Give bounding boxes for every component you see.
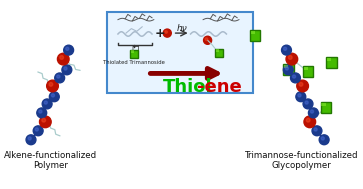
Circle shape (26, 135, 36, 145)
Circle shape (303, 99, 313, 109)
Circle shape (298, 94, 301, 97)
Circle shape (165, 31, 167, 33)
Text: Alkene-functionalized
Polymer: Alkene-functionalized Polymer (4, 150, 97, 170)
FancyBboxPatch shape (215, 49, 223, 57)
FancyBboxPatch shape (131, 50, 134, 53)
Circle shape (297, 80, 309, 92)
Circle shape (309, 108, 318, 118)
Circle shape (39, 110, 42, 113)
Circle shape (51, 94, 54, 97)
Circle shape (288, 56, 292, 59)
Circle shape (66, 47, 69, 50)
FancyBboxPatch shape (284, 65, 288, 68)
Circle shape (286, 53, 298, 65)
Circle shape (163, 29, 171, 37)
FancyBboxPatch shape (250, 30, 261, 41)
Circle shape (28, 137, 31, 140)
Circle shape (293, 75, 295, 78)
FancyBboxPatch shape (303, 67, 307, 70)
Text: hν: hν (176, 24, 187, 33)
Circle shape (57, 53, 69, 65)
Circle shape (55, 73, 65, 83)
Circle shape (312, 126, 322, 136)
Text: Thiol: Thiol (163, 78, 212, 96)
Circle shape (40, 116, 51, 128)
Circle shape (304, 116, 315, 128)
Circle shape (282, 45, 291, 55)
FancyBboxPatch shape (130, 50, 138, 58)
FancyBboxPatch shape (107, 12, 253, 93)
Circle shape (306, 118, 310, 122)
Circle shape (49, 92, 59, 102)
Text: +: + (155, 27, 166, 40)
Circle shape (305, 101, 308, 104)
FancyArrowPatch shape (150, 68, 217, 78)
Circle shape (319, 135, 329, 145)
Circle shape (42, 118, 46, 122)
Circle shape (321, 137, 324, 140)
Circle shape (64, 45, 74, 55)
Circle shape (37, 108, 47, 118)
FancyBboxPatch shape (322, 103, 326, 106)
Circle shape (42, 99, 52, 109)
Circle shape (49, 82, 53, 86)
Circle shape (57, 75, 60, 78)
Circle shape (33, 126, 43, 136)
FancyBboxPatch shape (326, 57, 337, 68)
FancyBboxPatch shape (283, 64, 294, 75)
Circle shape (64, 67, 67, 70)
Circle shape (299, 82, 303, 86)
Circle shape (314, 128, 317, 131)
Circle shape (284, 47, 287, 50)
FancyBboxPatch shape (250, 31, 255, 34)
Circle shape (62, 65, 72, 75)
FancyBboxPatch shape (321, 102, 331, 113)
Circle shape (205, 38, 208, 40)
Circle shape (47, 80, 58, 92)
FancyBboxPatch shape (216, 49, 219, 52)
Circle shape (285, 67, 289, 70)
Circle shape (60, 56, 64, 59)
Circle shape (35, 128, 38, 131)
Text: Trimannose-functionalized
Glycopolymer: Trimannose-functionalized Glycopolymer (245, 150, 359, 170)
FancyBboxPatch shape (327, 58, 331, 61)
Circle shape (296, 92, 306, 102)
Text: ⎷: ⎷ (131, 45, 139, 58)
Circle shape (310, 110, 314, 113)
Text: Thiolated Trimannoside: Thiolated Trimannoside (103, 60, 165, 65)
Circle shape (290, 73, 300, 83)
FancyBboxPatch shape (303, 66, 313, 77)
Circle shape (284, 65, 293, 75)
Text: -ene: -ene (197, 78, 242, 96)
Circle shape (204, 36, 212, 44)
Circle shape (44, 101, 47, 104)
